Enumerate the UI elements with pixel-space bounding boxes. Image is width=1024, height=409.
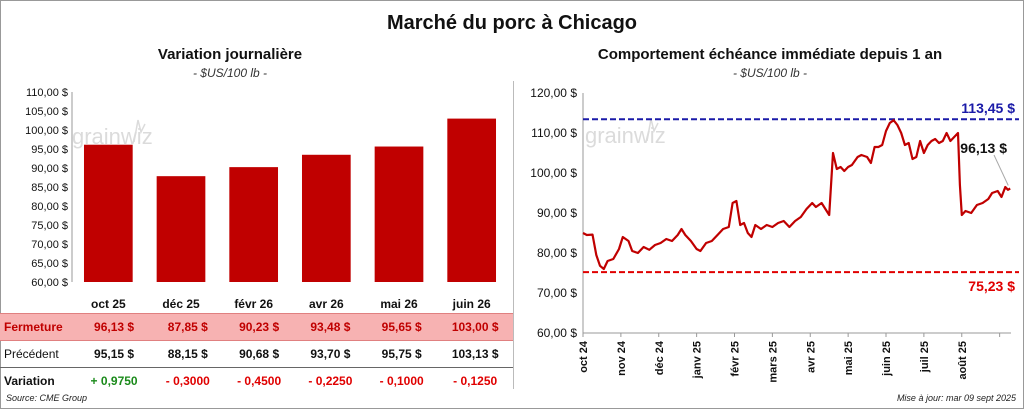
x-tick-label: avr 26 — [309, 297, 344, 311]
x-tick-label: févr 26 — [234, 297, 273, 311]
x-tick-label: déc 24 — [654, 340, 666, 375]
watermark-text: grainwiz — [585, 123, 666, 148]
watermark-stalk — [133, 119, 146, 143]
table-cell: 90,68 $ — [239, 347, 280, 361]
table-cell: 103,13 $ — [451, 347, 499, 361]
y-tick-label: 70,00 $ — [537, 286, 577, 300]
x-tick-label: mars 25 — [767, 341, 779, 383]
source-note: Source: CME Group — [6, 393, 88, 403]
table-cell: - 0,1000 — [366, 367, 438, 394]
bar — [301, 154, 351, 282]
table-row-fermeture: Fermeture 96,13 $ 87,85 $ 90,23 $ 93,48 … — [0, 313, 513, 341]
x-tick-label: août 25 — [957, 341, 969, 380]
table-cell: 93,70 $ — [310, 347, 351, 361]
table-cell: - 0,1250 — [437, 367, 513, 394]
table-cell: 96,13 $ — [76, 313, 153, 341]
grainwiz-watermark: grainwiz — [585, 118, 666, 148]
row-label: Variation — [0, 367, 76, 394]
y-tick-label: 60,00 $ — [31, 277, 68, 289]
table-cell: 93,48 $ — [294, 313, 367, 341]
price-table: Fermeture 96,13 $ 87,85 $ 90,23 $ 93,48 … — [0, 313, 513, 394]
table-cell: 90,23 $ — [223, 313, 295, 341]
table-cell: - 0,3000 — [152, 367, 224, 394]
table-cell: 95,65 $ — [366, 313, 438, 341]
y-tick-label: 110,00 $ — [26, 87, 68, 99]
left-chart-unit: - $US/100 lb - — [192, 66, 268, 80]
x-tick-label: mai 26 — [380, 297, 418, 311]
table-cell: - 0,2250 — [294, 367, 367, 394]
panel-divider — [513, 81, 514, 389]
x-tick-label: nov 24 — [616, 340, 628, 376]
table-row-variation: Variation + 0,9750 - 0,3000 - 0,4500 - 0… — [0, 367, 513, 394]
low-value-label: 75,23 $ — [968, 278, 1015, 294]
watermark-stalk — [646, 118, 659, 142]
y-tick-label: 80,00 $ — [31, 201, 68, 213]
page-title: Marché du porc à Chicago — [386, 12, 638, 34]
y-tick-label: 90,00 $ — [537, 206, 577, 220]
table-cell: + 0,9750 — [76, 367, 153, 394]
x-tick-label: janv 25 — [692, 341, 704, 379]
row-label: Fermeture — [0, 313, 76, 341]
y-tick-label: 65,00 $ — [31, 258, 68, 270]
bar — [83, 144, 133, 282]
update-note: Mise à jour: mar 09 sept 2025 — [896, 393, 1016, 403]
y-tick-label: 110,00 $ — [531, 126, 577, 140]
y-tick-label: 105,00 $ — [25, 106, 68, 118]
y-tick-label: 120,00 $ — [530, 86, 577, 100]
x-tick-label: oct 24 — [578, 340, 590, 373]
bar — [229, 167, 279, 282]
series-line — [582, 119, 1011, 271]
table-cell: 103,00 $ — [437, 313, 513, 341]
daily-variation-bar-chart: grainwiz 60,00 $ 65,00 $ 70,00 $ 75,00 $ 80,0… — [25, 87, 497, 311]
x-tick-label: déc 25 — [162, 297, 200, 311]
bar — [447, 118, 497, 282]
x-tick-label: juin 26 — [452, 297, 491, 311]
table-cell: 95,15 $ — [94, 347, 135, 361]
y-tick-label: 85,00 $ — [31, 182, 68, 194]
y-tick-label: 75,00 $ — [31, 220, 68, 232]
table-row-precedent: Précédent 95,15 $ 88,15 $ 90,68 $ 93,70 … — [0, 341, 513, 368]
left-chart-subtitle: Variation journalière — [157, 46, 303, 63]
y-tick-label: 100,00 $ — [530, 166, 577, 180]
y-tick-label: 90,00 $ — [31, 163, 68, 175]
bar — [156, 176, 206, 282]
y-tick-label: 80,00 $ — [537, 246, 577, 260]
x-tick-label: juin 25 — [881, 341, 893, 377]
table-cell: 88,15 $ — [167, 347, 208, 361]
x-tick-label: mai 25 — [843, 341, 855, 375]
x-tick-label: oct 25 — [91, 297, 126, 311]
front-month-line-chart: grainwiz 60,00 $ 70,00 $ 80,00 $ 90,00 $ 100,… — [530, 86, 1019, 383]
last-value-leader — [993, 154, 1009, 186]
right-chart-subtitle: Comportement échéance immédiate depuis 1… — [597, 46, 943, 63]
high-value-label: 113,45 $ — [961, 100, 1015, 116]
right-chart-unit: - $US/100 lb - — [732, 66, 808, 80]
last-value-label: 96,13 $ — [960, 140, 1007, 156]
y-tick-label: 100,00 $ — [25, 125, 68, 137]
x-tick-label: juil 25 — [919, 341, 931, 373]
bar — [374, 146, 424, 282]
x-tick-label: avr 25 — [805, 341, 817, 373]
table-cell: 95,75 $ — [381, 347, 422, 361]
y-tick-label: 60,00 $ — [537, 326, 577, 340]
grainwiz-watermark: grainwiz — [72, 119, 153, 149]
x-tick-label: févr 25 — [730, 341, 742, 376]
y-tick-label: 95,00 $ — [31, 144, 68, 156]
row-label: Précédent — [4, 347, 59, 361]
y-tick-label: 70,00 $ — [31, 239, 68, 251]
table-cell: - 0,4500 — [223, 367, 295, 394]
table-cell: 87,85 $ — [152, 313, 224, 341]
